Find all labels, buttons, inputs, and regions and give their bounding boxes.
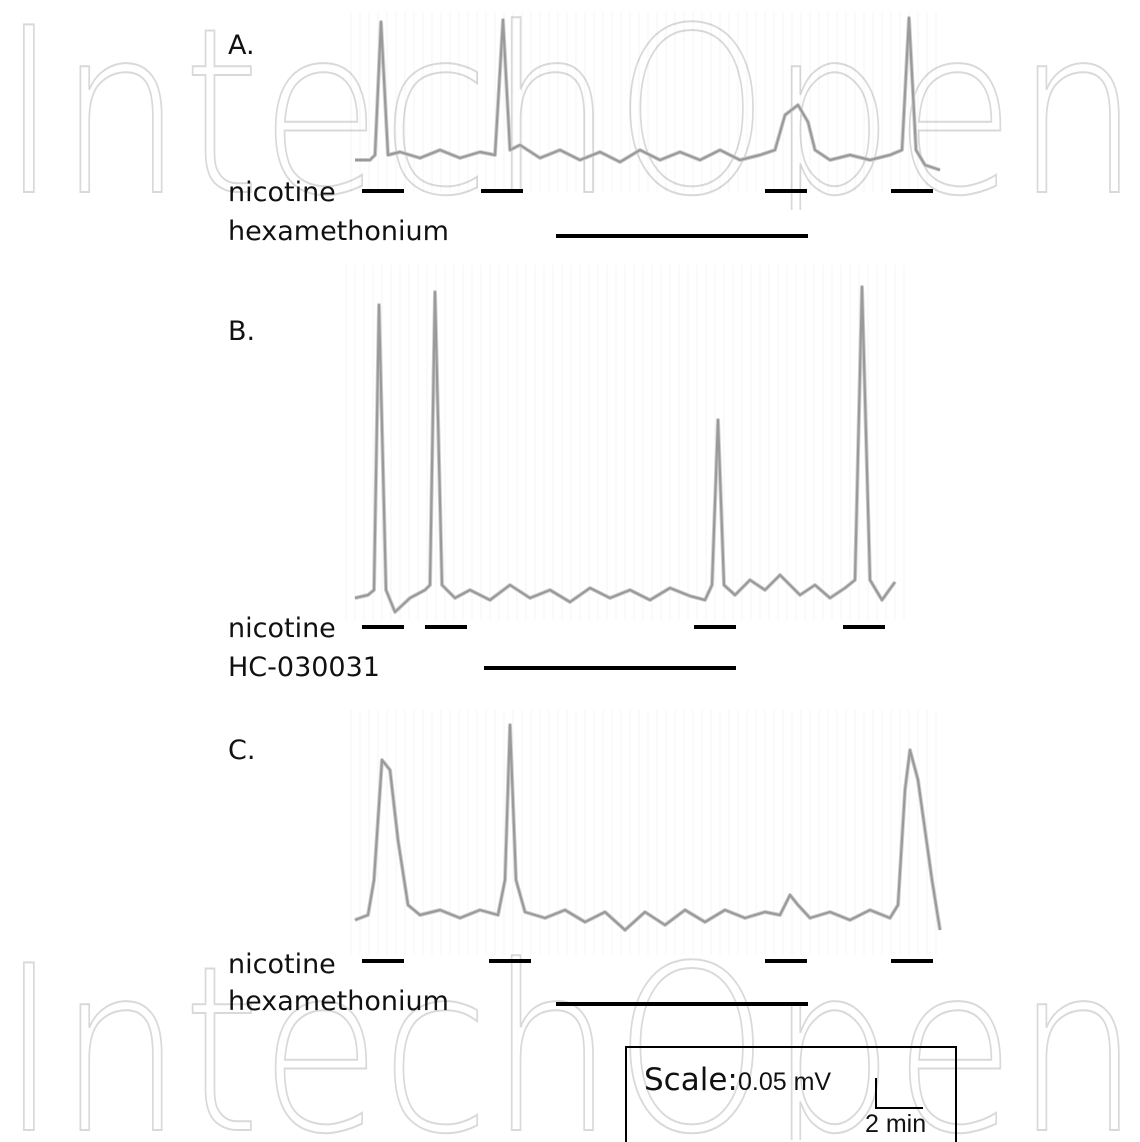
panel-a-hexamethonium-bar	[556, 234, 808, 238]
panel-a-letter: A.	[228, 30, 255, 61]
panel-b-nicotine-label: nicotine	[228, 613, 336, 644]
scale-voltage: 0.05 mV	[738, 1068, 832, 1096]
scale-time: 2 min	[865, 1110, 927, 1138]
panel-c-nicotine-bar-3	[765, 959, 807, 963]
scale-box: Scale: 0.05 mV 2 min	[625, 1046, 957, 1142]
panel-c-hexamethonium-label: hexamethonium	[228, 986, 449, 1017]
panel-c-nicotine-bar-4	[891, 959, 933, 963]
panel-a-nicotine-bar-3	[765, 189, 807, 193]
scale-bar-horizontal	[875, 1107, 923, 1109]
trace-c	[354, 723, 942, 932]
panel-a-nicotine-bar-4	[891, 189, 933, 193]
scale-bar-vertical	[875, 1078, 877, 1108]
panel-a-nicotine-bar-2	[481, 189, 523, 193]
panel-c-letter: C.	[228, 735, 256, 766]
panel-b-letter: B.	[228, 316, 256, 347]
panel-a-hexamethonium-label: hexamethonium	[228, 216, 449, 247]
panel-c-nicotine-label: nicotine	[228, 949, 336, 980]
panel-a-nicotine-label: nicotine	[228, 177, 336, 208]
trace-a	[355, 16, 941, 172]
panel-c-nicotine-bar-2	[489, 959, 531, 963]
panel-c-hexamethonium-bar	[556, 1002, 808, 1006]
trace-c-shadow	[354, 723, 942, 932]
trace-b	[354, 285, 896, 614]
trace-a-shadow	[355, 16, 941, 172]
trace-background-a	[350, 12, 940, 192]
panel-a-nicotine-bar-1	[362, 189, 404, 193]
panel-b-nicotine-bar-2	[425, 625, 467, 629]
panel-b-nicotine-bar-4	[843, 625, 885, 629]
panel-b-hc030031-bar	[484, 666, 736, 670]
panel-c-nicotine-bar-1	[362, 959, 404, 963]
panel-b-nicotine-bar-1	[362, 625, 404, 629]
panel-b-nicotine-bar-3	[694, 625, 736, 629]
scale-label: Scale:	[644, 1062, 738, 1098]
panel-b-hc030031-label: HC-030031	[228, 652, 380, 683]
